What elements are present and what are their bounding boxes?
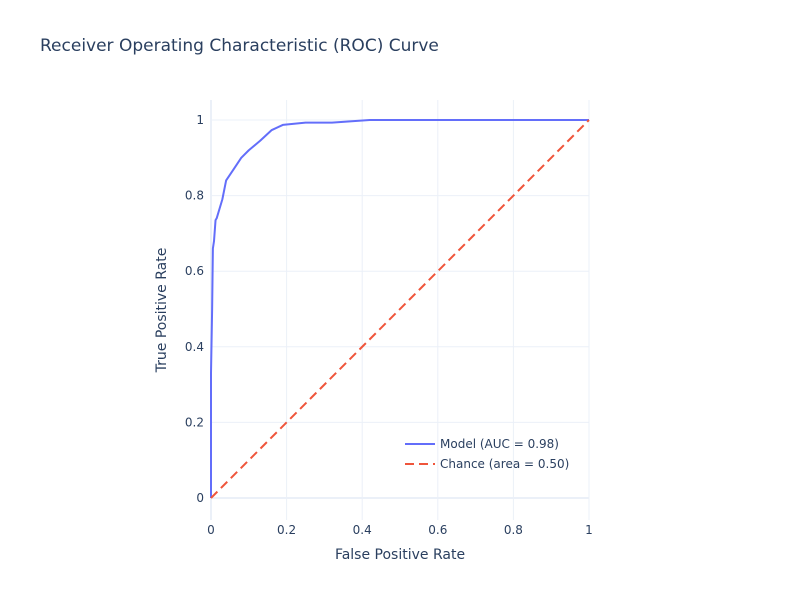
y-tick-label: 0.2 bbox=[185, 415, 204, 429]
legend-label: Model (AUC = 0.98) bbox=[440, 437, 559, 451]
x-axis-title: False Positive Rate bbox=[335, 547, 465, 563]
chance-line bbox=[210, 119, 590, 499]
x-tick-label: 0.8 bbox=[504, 523, 523, 537]
y-tick-label: 0.6 bbox=[185, 264, 204, 278]
chart-title: Receiver Operating Characteristic (ROC) … bbox=[40, 36, 439, 56]
x-axis-ticks: 0 0.2 0.4 0.6 0.8 1 bbox=[207, 523, 593, 537]
y-tick-label: 0 bbox=[196, 491, 204, 505]
y-axis-title: True Positive Rate bbox=[154, 248, 170, 374]
y-tick-label: 0.4 bbox=[185, 340, 204, 354]
y-tick-label: 1 bbox=[196, 113, 204, 127]
x-tick-label: 0.6 bbox=[428, 523, 447, 537]
model-roc-line bbox=[210, 119, 589, 498]
series-layer bbox=[210, 119, 590, 499]
y-axis-ticks: 0 0.2 0.4 0.6 0.8 1 bbox=[185, 113, 204, 505]
x-tick-label: 0.2 bbox=[277, 523, 296, 537]
legend-label: Chance (area = 0.50) bbox=[440, 457, 569, 471]
legend[interactable]: Model (AUC = 0.98) Chance (area = 0.50) bbox=[405, 437, 569, 471]
y-tick-label: 0.8 bbox=[185, 189, 204, 203]
x-tick-label: 1 bbox=[585, 523, 593, 537]
x-tick-label: 0 bbox=[207, 523, 215, 537]
x-tick-label: 0.4 bbox=[353, 523, 372, 537]
